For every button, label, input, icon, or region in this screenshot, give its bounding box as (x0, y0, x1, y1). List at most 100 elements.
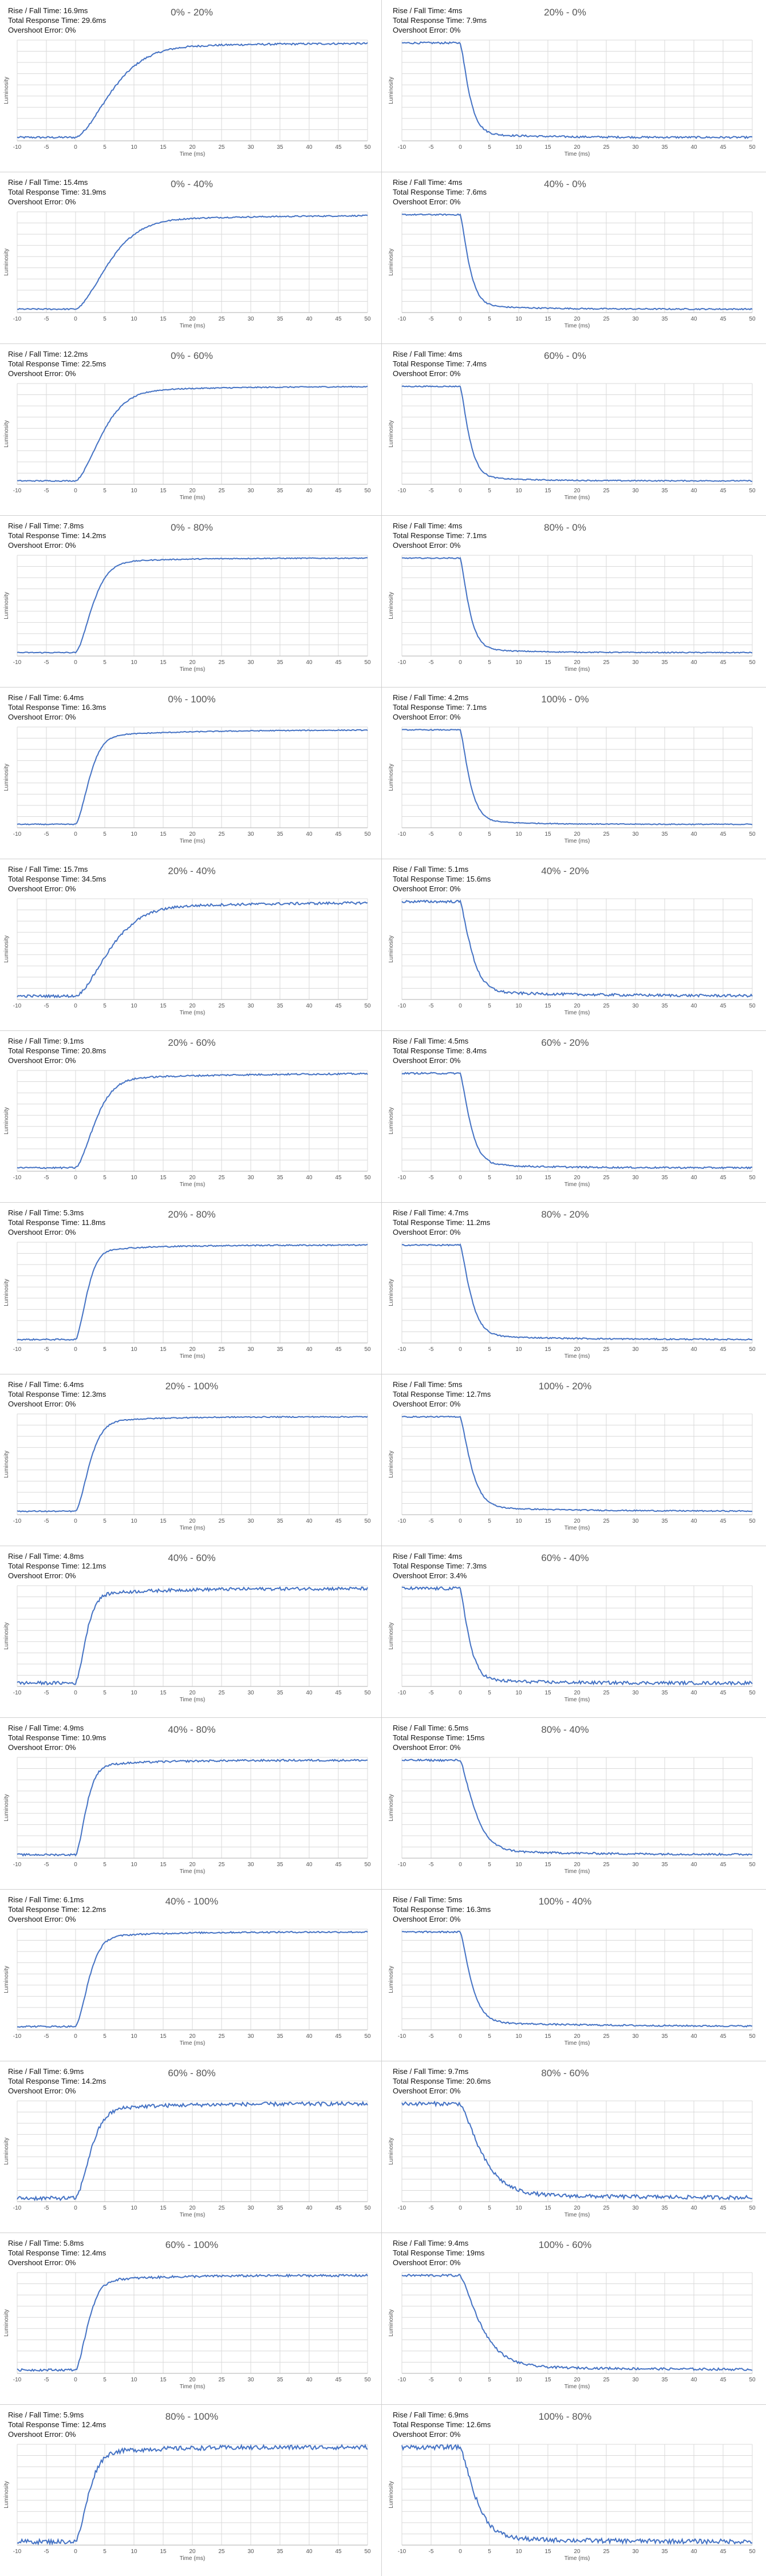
chart-stats: Rise / Fall Time: 15.7ms Total Response T… (8, 864, 106, 894)
chart-title: 20% - 60% (168, 1037, 216, 1048)
x-tick-label: 35 (277, 144, 283, 151)
x-tick-label: -10 (13, 1690, 22, 1696)
chart-stats: Rise / Fall Time: 5.3ms Total Response Ti… (8, 1208, 105, 1237)
total-response-time-text: Total Response Time: 8.4ms (393, 1046, 487, 1055)
x-tick-label: 45 (335, 144, 342, 151)
x-tick-label: 10 (131, 1862, 137, 1868)
rise-fall-time-text: Rise / Fall Time: 12.2ms (8, 350, 88, 358)
luminosity-line-chart: -10 -5 0 5 10 15 20 25 30 35 40 45 50 Time (ms) Lumino… (388, 383, 756, 501)
response-chart-panel: Rise / Fall Time: 15.4ms Total Response T… (0, 172, 381, 343)
x-tick-label: 50 (364, 659, 371, 666)
x-tick-label: 35 (277, 316, 283, 322)
x-axis-label: Time (ms) (180, 495, 206, 501)
x-tick-label: -5 (44, 1862, 49, 1868)
x-tick-label: 10 (131, 1690, 137, 1696)
x-tick-label: 5 (488, 2205, 491, 2211)
total-response-time-text: Total Response Time: 12.7ms (393, 1390, 491, 1398)
x-tick-label: -10 (398, 316, 406, 322)
x-tick-label: 15 (544, 2205, 551, 2211)
x-tick-label: 40 (690, 1862, 697, 1868)
x-tick-label: 10 (515, 1175, 522, 1181)
response-chart-panel: Rise / Fall Time: 7.8ms Total Response Ti… (0, 515, 381, 687)
x-tick-label: 25 (603, 831, 610, 837)
x-tick-label: 0 (74, 1862, 77, 1868)
x-tick-label: 0 (459, 2377, 462, 2383)
x-tick-label: 45 (720, 488, 726, 494)
x-tick-label: 0 (74, 2377, 77, 2383)
chart-title: 0% - 20% (171, 7, 213, 18)
x-axis-label: Time (ms) (564, 2384, 590, 2390)
x-axis-label: Time (ms) (564, 2040, 590, 2046)
x-tick-label: 30 (632, 488, 639, 494)
x-tick-label: 5 (103, 831, 106, 837)
x-tick-label: 20 (189, 2377, 196, 2383)
x-tick-label: 25 (218, 831, 225, 837)
y-axis-label: Luminosity (388, 420, 394, 448)
x-tick-label: 35 (661, 2033, 668, 2040)
x-tick-label: 15 (160, 831, 167, 837)
y-axis-label: Luminosity (3, 1966, 10, 1993)
total-response-time-text: Total Response Time: 10.9ms (8, 1733, 106, 1742)
response-chart-panel: Rise / Fall Time: 5ms Total Response Time… (385, 1889, 766, 2061)
x-tick-label: 50 (364, 1862, 371, 1868)
chart-title: 100% - 60% (538, 2239, 592, 2250)
luminosity-line-chart: -10 -5 0 5 10 15 20 25 30 35 40 45 50 Time (ms) Lumino… (3, 2272, 371, 2390)
chart-title: 0% - 60% (171, 350, 213, 361)
y-axis-label: Luminosity (388, 2481, 394, 2508)
x-tick-label: 0 (74, 144, 77, 151)
x-tick-label: 10 (515, 2377, 522, 2383)
chart-title: 100% - 80% (538, 2411, 592, 2422)
x-tick-label: 10 (515, 1346, 522, 1353)
x-tick-label: 50 (749, 144, 756, 151)
x-tick-label: 35 (661, 831, 668, 837)
x-tick-label: 30 (247, 144, 254, 151)
x-tick-label: -10 (398, 1862, 406, 1868)
x-tick-label: 0 (74, 1175, 77, 1181)
overshoot-error-text: Overshoot Error: 0% (393, 2430, 461, 2439)
overshoot-error-text: Overshoot Error: 0% (393, 1743, 461, 1752)
y-axis-label: Luminosity (388, 1279, 394, 1306)
x-tick-label: 45 (335, 316, 342, 322)
luminosity-line-chart: -10 -5 0 5 10 15 20 25 30 35 40 45 50 Time (ms) Lumino… (388, 2272, 756, 2390)
chart-stats: Rise / Fall Time: 4.8ms Total Response Ti… (8, 1551, 106, 1581)
luminosity-series-line (401, 1930, 752, 2028)
rise-fall-time-text: Rise / Fall Time: 4.2ms (393, 693, 469, 702)
rise-fall-time-text: Rise / Fall Time: 5.3ms (8, 1208, 84, 1217)
x-tick-label: 40 (306, 1862, 313, 1868)
x-tick-label: -5 (44, 2205, 49, 2211)
x-tick-label: 35 (277, 2549, 283, 2555)
luminosity-series-line (401, 1758, 753, 1856)
x-tick-label: 35 (661, 1003, 668, 1009)
x-axis-label: Time (ms) (180, 1010, 206, 1016)
x-tick-label: 30 (632, 1346, 639, 1353)
x-tick-label: 30 (247, 2033, 254, 2040)
overshoot-error-text: Overshoot Error: 3.4% (393, 1571, 467, 1580)
x-tick-label: 20 (574, 316, 581, 322)
chart-stats: Rise / Fall Time: 4ms Total Response Time… (393, 1551, 487, 1581)
x-tick-label: -10 (398, 1175, 406, 1181)
x-tick-label: 25 (603, 316, 610, 322)
x-tick-label: 20 (189, 1518, 196, 1524)
x-tick-label: 20 (189, 316, 196, 322)
x-tick-label: 50 (749, 316, 756, 322)
luminosity-series-line (402, 557, 753, 654)
x-tick-label: 30 (247, 1518, 254, 1524)
row-divider (0, 687, 766, 688)
x-tick-label: 45 (335, 1518, 342, 1524)
x-tick-label: 50 (749, 1518, 756, 1524)
x-tick-label: -10 (398, 2377, 406, 2383)
chart-title: 20% - 0% (544, 7, 586, 18)
x-tick-label: -5 (429, 144, 434, 151)
y-axis-label: Luminosity (388, 764, 394, 791)
rise-fall-time-text: Rise / Fall Time: 4ms (393, 1552, 463, 1560)
x-tick-label: -5 (44, 1518, 49, 1524)
x-tick-label: 15 (160, 1518, 167, 1524)
x-tick-label: 25 (218, 2033, 225, 2040)
x-tick-label: 0 (459, 488, 462, 494)
x-tick-label: 45 (720, 2205, 726, 2211)
x-tick-label: 10 (131, 1175, 137, 1181)
x-tick-label: 0 (459, 659, 462, 666)
x-tick-label: 15 (544, 2377, 551, 2383)
x-tick-label: 5 (103, 488, 106, 494)
chart-stats: Rise / Fall Time: 4ms Total Response Time… (393, 521, 487, 550)
